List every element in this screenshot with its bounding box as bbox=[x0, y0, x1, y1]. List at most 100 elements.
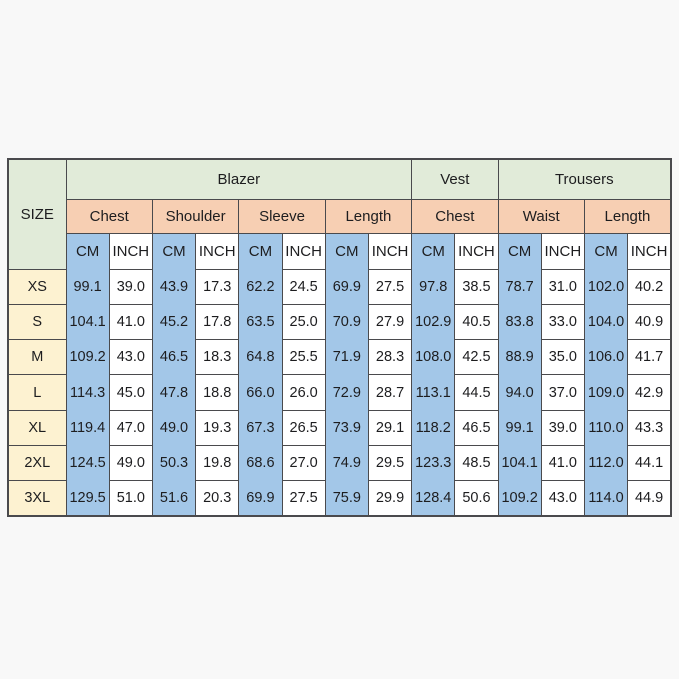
measurement-header-blazer-chest: Chest bbox=[65, 198, 153, 234]
value-cell-cm: 94.0 bbox=[497, 374, 542, 411]
value-cell-cm: 99.1 bbox=[497, 410, 542, 446]
value-cell-cm: 69.9 bbox=[324, 269, 369, 305]
value-cell-cm: 43.9 bbox=[151, 269, 197, 305]
size-label-cell: XS bbox=[8, 268, 66, 305]
value-cell-cm: 46.5 bbox=[151, 339, 197, 375]
value-cell-cm: 64.8 bbox=[238, 339, 283, 375]
value-cell-cm: 102.9 bbox=[411, 304, 456, 340]
unit-header-cm: CM bbox=[411, 233, 456, 269]
unit-header-cm: CM bbox=[238, 233, 283, 269]
value-cell-inch: 17.3 bbox=[195, 268, 239, 305]
value-cell-cm: 108.0 bbox=[411, 339, 456, 375]
garment-group-row: SIZE Blazer Vest Trousers bbox=[8, 158, 672, 270]
unit-header-cm: CM bbox=[151, 233, 197, 269]
value-cell-inch: 50.6 bbox=[454, 480, 499, 517]
value-cell-cm: 123.3 bbox=[411, 445, 456, 481]
size-row-xs: XS 99.1 39.0 43.9 17.3 62.2 24.5 69.9 27.5 97.8 38… bbox=[8, 268, 671, 305]
value-cell-inch: 28.3 bbox=[368, 339, 412, 375]
value-cell-cm: 45.2 bbox=[151, 304, 197, 340]
size-row-3xl: 3XL 129.5 51.0 51.6 20.3 69.9 27.5 75.9 29.9 128.… bbox=[8, 480, 671, 517]
value-cell-cm: 112.0 bbox=[583, 445, 629, 481]
value-cell-cm: 104.0 bbox=[583, 304, 629, 340]
value-cell-cm: 128.4 bbox=[411, 480, 456, 517]
unit-row: CM INCH CM INCH CM INCH CM INCH CM INCH CM INCH CM IN… bbox=[8, 233, 671, 269]
value-cell-inch: 44.1 bbox=[627, 444, 671, 481]
value-cell-inch: 48.5 bbox=[454, 444, 499, 481]
value-cell-inch: 29.5 bbox=[368, 444, 412, 481]
value-cell-cm: 66.0 bbox=[238, 374, 283, 411]
value-cell-cm: 104.1 bbox=[65, 304, 110, 340]
size-row-m: M 109.2 43.0 46.5 18.3 64.8 25.5 71.9 28.3 108.0 4… bbox=[8, 339, 671, 375]
measurement-header-vest-chest: Chest bbox=[411, 198, 499, 234]
size-row-s: S 104.1 41.0 45.2 17.8 63.5 25.0 70.9 27.9 102.9 4… bbox=[8, 303, 671, 340]
value-cell-cm: 70.9 bbox=[324, 304, 369, 340]
value-cell-inch: 27.5 bbox=[282, 480, 326, 517]
value-cell-inch: 42.9 bbox=[627, 374, 671, 411]
value-cell-inch: 44.5 bbox=[454, 374, 499, 411]
value-cell-inch: 25.5 bbox=[282, 339, 326, 375]
unit-header-inch: INCH bbox=[368, 233, 412, 269]
value-cell-cm: 114.3 bbox=[65, 374, 110, 411]
value-cell-cm: 114.0 bbox=[583, 480, 629, 517]
value-cell-inch: 41.0 bbox=[109, 303, 153, 340]
value-cell-inch: 17.8 bbox=[195, 303, 239, 340]
value-cell-inch: 28.7 bbox=[368, 374, 412, 411]
value-cell-cm: 97.8 bbox=[411, 269, 456, 305]
value-cell-inch: 43.0 bbox=[109, 339, 153, 375]
unit-header-inch: INCH bbox=[109, 233, 153, 269]
value-cell-inch: 19.8 bbox=[195, 444, 239, 481]
size-label-cell: 3XL bbox=[8, 480, 66, 517]
unit-header-inch: INCH bbox=[195, 233, 239, 269]
value-cell-inch: 37.0 bbox=[541, 374, 585, 411]
measurement-row: Chest Shoulder Sleeve Length Chest Waist Lengt… bbox=[8, 198, 672, 234]
value-cell-inch: 39.0 bbox=[541, 409, 585, 446]
value-cell-inch: 26.0 bbox=[282, 374, 326, 411]
value-cell-cm: 119.4 bbox=[65, 410, 110, 446]
value-cell-inch: 20.3 bbox=[195, 480, 239, 517]
value-cell-cm: 75.9 bbox=[324, 480, 369, 517]
measurement-header-trousers-waist: Waist bbox=[497, 198, 585, 234]
size-label-cell: 2XL bbox=[8, 444, 66, 481]
unit-header-inch: INCH bbox=[454, 233, 499, 269]
value-cell-cm: 73.9 bbox=[324, 410, 369, 446]
value-cell-cm: 106.0 bbox=[583, 339, 629, 375]
unit-header-cm: CM bbox=[324, 233, 369, 269]
value-cell-inch: 40.2 bbox=[627, 268, 671, 305]
size-label-cell: L bbox=[8, 374, 66, 411]
value-cell-inch: 41.0 bbox=[541, 444, 585, 481]
value-cell-inch: 43.0 bbox=[541, 480, 585, 517]
value-cell-cm: 113.1 bbox=[411, 374, 456, 411]
value-cell-inch: 44.9 bbox=[627, 480, 671, 517]
group-header-blazer: Blazer bbox=[65, 158, 413, 200]
value-cell-inch: 33.0 bbox=[541, 303, 585, 340]
group-header-vest: Vest bbox=[411, 158, 499, 200]
value-cell-cm: 102.0 bbox=[583, 269, 629, 305]
value-cell-cm: 104.1 bbox=[497, 445, 542, 481]
value-cell-inch: 42.5 bbox=[454, 339, 499, 375]
size-label-cell: M bbox=[8, 339, 66, 375]
value-cell-inch: 38.5 bbox=[454, 268, 499, 305]
unit-header-cm: CM bbox=[65, 233, 110, 269]
measurement-header-blazer-shoulder: Shoulder bbox=[151, 198, 240, 234]
value-cell-cm: 110.0 bbox=[583, 410, 629, 446]
value-cell-inch: 19.3 bbox=[195, 409, 239, 446]
value-cell-inch: 27.0 bbox=[282, 444, 326, 481]
size-table-header: SIZE Blazer Vest Trousers Chest Shoulder Sleev… bbox=[8, 158, 672, 270]
value-cell-cm: 49.0 bbox=[151, 410, 197, 446]
group-header-trousers: Trousers bbox=[497, 158, 672, 200]
value-cell-cm: 62.2 bbox=[238, 269, 283, 305]
value-cell-inch: 25.0 bbox=[282, 303, 326, 340]
value-cell-inch: 29.1 bbox=[368, 409, 412, 446]
value-cell-inch: 43.3 bbox=[627, 409, 671, 446]
value-cell-cm: 124.5 bbox=[65, 445, 110, 481]
size-row-xl: XL 119.4 47.0 49.0 19.3 67.3 26.5 73.9 29.1 118.2… bbox=[8, 409, 671, 446]
value-cell-cm: 88.9 bbox=[497, 339, 542, 375]
size-chart-table: SIZE Blazer Vest Trousers Chest Shoulder Sleev… bbox=[7, 158, 672, 518]
value-cell-inch: 26.5 bbox=[282, 409, 326, 446]
value-cell-cm: 50.3 bbox=[151, 445, 197, 481]
unit-header-inch: INCH bbox=[282, 233, 326, 269]
size-row-2xl: 2XL 124.5 49.0 50.3 19.8 68.6 27.0 74.9 29.5 123.… bbox=[8, 444, 671, 481]
value-cell-cm: 71.9 bbox=[324, 339, 369, 375]
value-cell-cm: 99.1 bbox=[65, 269, 110, 305]
value-cell-inch: 49.0 bbox=[109, 444, 153, 481]
